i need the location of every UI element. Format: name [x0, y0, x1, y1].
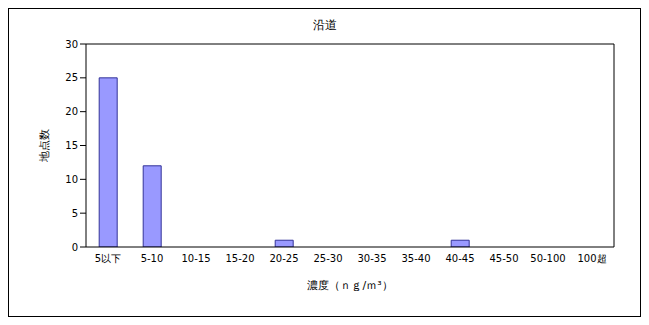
svg-text:20: 20 [65, 106, 78, 117]
svg-text:100超: 100超 [577, 253, 606, 264]
svg-text:50-100: 50-100 [530, 253, 565, 264]
svg-text:25-30: 25-30 [313, 253, 342, 264]
svg-text:15-20: 15-20 [225, 253, 254, 264]
svg-text:35-40: 35-40 [401, 253, 430, 264]
svg-text:濃度（ｎｇ/ｍ³）: 濃度（ｎｇ/ｍ³） [307, 279, 392, 292]
svg-text:40-45: 40-45 [445, 253, 474, 264]
svg-text:45-50: 45-50 [489, 253, 518, 264]
svg-text:5-10: 5-10 [141, 253, 164, 264]
svg-text:30-35: 30-35 [357, 253, 386, 264]
svg-text:地点数: 地点数 [38, 129, 51, 163]
svg-text:20-25: 20-25 [269, 253, 298, 264]
svg-text:15: 15 [65, 140, 78, 151]
svg-text:10-15: 10-15 [181, 253, 210, 264]
svg-text:30: 30 [65, 39, 78, 50]
svg-text:25: 25 [65, 72, 78, 83]
svg-text:10: 10 [65, 174, 78, 185]
svg-text:0: 0 [72, 242, 78, 253]
svg-text:5: 5 [72, 208, 78, 219]
html-text:沿道: 沿道 [312, 18, 337, 32]
svg-text:5以下: 5以下 [95, 253, 121, 264]
